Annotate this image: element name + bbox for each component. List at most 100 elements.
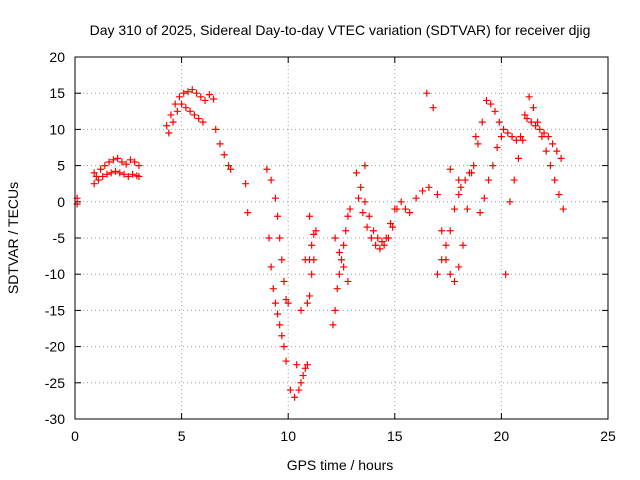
- data-point-157: [495, 118, 503, 126]
- data-point-166: [534, 118, 542, 126]
- data-point-59: [278, 256, 286, 264]
- data-point-189: [544, 133, 552, 141]
- data-point-18: [107, 169, 115, 177]
- data-point-44: [190, 111, 198, 119]
- data-point-76: [299, 372, 307, 380]
- y-tick-labels: -30 -25 -20 -15 -10 -5 0 5 10 15 20: [45, 49, 65, 427]
- data-point-120: [380, 241, 388, 249]
- data-point-161: [512, 136, 520, 144]
- data-point-27: [167, 111, 175, 119]
- data-point-100: [331, 234, 339, 242]
- data-point-30: [180, 89, 188, 97]
- data-point-60: [280, 277, 288, 285]
- data-point-42: [182, 104, 190, 112]
- data-point-85: [308, 270, 316, 278]
- data-point-192: [557, 154, 565, 162]
- plot-frame: [74, 56, 609, 420]
- y-axis-label: SDTVAR / TECUs: [5, 182, 21, 294]
- data-point-153: [478, 118, 486, 126]
- data-point-125: [401, 205, 409, 213]
- data-point-118: [372, 241, 380, 249]
- data-point-68: [276, 321, 284, 329]
- data-point-77: [301, 364, 309, 372]
- data-point-14: [90, 180, 98, 188]
- data-point-38: [165, 129, 173, 137]
- data-point-104: [352, 169, 360, 177]
- data-point-72: [286, 386, 294, 394]
- data-point-55: [267, 176, 275, 184]
- data-point-191: [553, 147, 561, 155]
- data-point-48: [216, 140, 224, 148]
- grid-lines: [75, 57, 608, 419]
- y-tick-label-7: 5: [57, 158, 65, 174]
- data-point-186: [532, 122, 540, 130]
- data-point-40: [173, 107, 181, 115]
- data-point-89: [301, 256, 309, 264]
- data-point-156: [491, 107, 499, 115]
- data-point-106: [361, 198, 369, 206]
- data-point-65: [269, 285, 277, 293]
- data-point-127: [412, 194, 420, 202]
- data-point-107: [365, 212, 373, 220]
- data-point-141: [429, 104, 437, 112]
- data-point-10: [122, 160, 130, 168]
- data-point-154: [482, 96, 490, 104]
- data-point-169: [546, 162, 554, 170]
- data-point-145: [446, 227, 454, 235]
- data-point-174: [480, 194, 488, 202]
- data-point-82: [312, 227, 320, 235]
- data-point-87: [293, 361, 301, 369]
- data-point-162: [517, 133, 525, 141]
- data-point-54: [263, 165, 271, 173]
- data-point-64: [267, 263, 275, 271]
- data-point-75: [297, 379, 305, 387]
- y-tick-label-2: -20: [45, 339, 65, 355]
- data-point-159: [504, 129, 512, 137]
- data-point-194: [446, 165, 454, 173]
- data-point-143: [438, 256, 446, 264]
- data-point-8: [114, 154, 122, 162]
- data-point-22: [124, 172, 132, 180]
- data-point-47: [212, 125, 220, 133]
- data-point-61: [282, 296, 290, 304]
- data-point-33: [193, 89, 201, 97]
- data-point-70: [280, 343, 288, 351]
- data-point-195: [455, 176, 463, 184]
- data-point-173: [476, 209, 484, 217]
- data-point-80: [308, 241, 316, 249]
- data-point-41: [178, 100, 186, 108]
- data-point-176: [489, 162, 497, 170]
- data-point-4: [97, 165, 105, 173]
- data-point-88: [297, 306, 305, 314]
- data-point-165: [529, 104, 537, 112]
- data-point-131: [438, 227, 446, 235]
- data-point-32: [188, 86, 196, 94]
- data-point-163: [521, 111, 529, 119]
- y-tick-label-6: 0: [57, 194, 65, 210]
- data-point-66: [271, 299, 279, 307]
- data-point-133: [446, 270, 454, 278]
- data-point-190: [549, 140, 557, 148]
- data-point-36: [205, 91, 213, 99]
- data-point-86: [310, 256, 318, 264]
- data-point-140: [423, 89, 431, 97]
- data-point-139: [472, 133, 480, 141]
- data-point-160: [508, 133, 516, 141]
- data-point-121: [384, 234, 392, 242]
- data-point-15: [94, 176, 102, 184]
- x-tick-label-0: 0: [71, 428, 79, 444]
- data-point-13: [135, 162, 143, 170]
- data-point-91: [329, 321, 337, 329]
- data-point-178: [497, 133, 505, 141]
- data-point-188: [540, 129, 548, 137]
- data-point-29: [175, 93, 183, 101]
- data-point-25: [135, 172, 143, 180]
- data-point-172: [559, 205, 567, 213]
- data-point-110: [378, 238, 386, 246]
- data-point-149: [461, 176, 469, 184]
- data-point-90: [306, 212, 314, 220]
- data-point-95: [338, 256, 345, 264]
- data-point-164: [525, 93, 533, 101]
- data-point-3: [92, 172, 100, 180]
